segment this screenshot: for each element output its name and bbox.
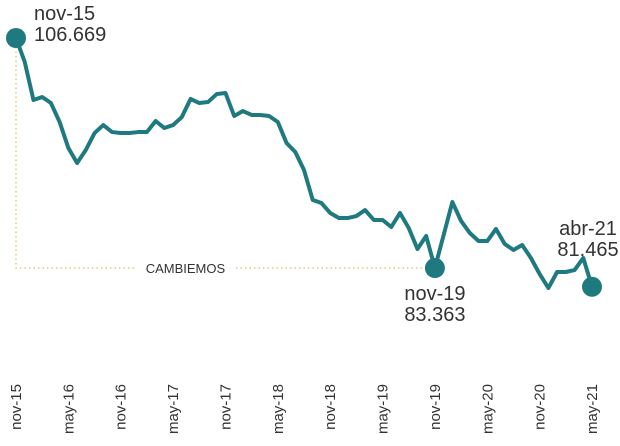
x-tick-label: nov-18 xyxy=(322,384,339,430)
x-tick-label: may-16 xyxy=(60,384,77,434)
x-tick-label: nov-20 xyxy=(532,384,549,430)
x-tick-label: may-21 xyxy=(584,384,601,434)
x-tick-label: may-20 xyxy=(479,384,496,434)
line xyxy=(14,37,594,290)
x-tick-label: nov-17 xyxy=(217,384,234,430)
annotation-label: abr-21 xyxy=(559,218,617,240)
annotation-value: 106.669 xyxy=(34,24,106,46)
point-marker xyxy=(424,258,445,279)
period-label: CAMBIEMOS xyxy=(146,261,226,276)
annotation-value: 83.363 xyxy=(404,304,465,326)
period-bracket xyxy=(15,38,435,269)
x-tick-label: nov-15 xyxy=(8,384,25,430)
annotation-label: nov-19 xyxy=(404,283,465,305)
x-tick-label: may-17 xyxy=(165,384,182,434)
point-marker xyxy=(582,276,602,297)
x-tick-label: may-18 xyxy=(270,384,287,434)
period-label-bg xyxy=(135,258,236,279)
x-tick-label: may-19 xyxy=(375,384,392,434)
x-tick-label: nov-16 xyxy=(113,384,130,430)
annotation-value: 81.465 xyxy=(557,239,618,261)
x-tick-label: nov-19 xyxy=(427,384,444,430)
annotation-label: nov-15 xyxy=(34,3,95,25)
point-marker xyxy=(6,28,26,48)
